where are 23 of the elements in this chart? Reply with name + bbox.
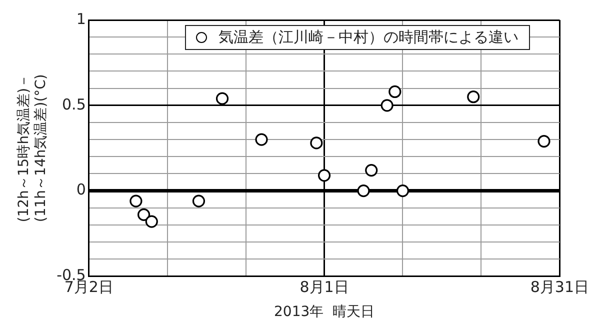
legend-label: 気温差（江川崎－中村）の時間帯による違い — [218, 28, 519, 47]
x-tick-label: 8月1日 — [300, 278, 349, 296]
point — [365, 164, 378, 177]
y-tick-label: 1 — [76, 10, 86, 28]
y-axis-title: (12h～15時h気温差)－ (11h～14h気温差)(°C) — [16, 74, 49, 222]
x-axis-title: 2013年 晴天日 — [274, 304, 375, 320]
point — [357, 184, 370, 198]
point — [137, 208, 150, 222]
point — [538, 134, 550, 148]
point — [380, 99, 394, 112]
point — [388, 85, 402, 98]
x-tick-label: 8月31日 — [530, 278, 590, 296]
y-tick-label: 0 — [76, 180, 86, 199]
point — [467, 90, 480, 104]
point — [145, 215, 158, 228]
point — [192, 194, 206, 208]
point — [216, 92, 229, 105]
point — [255, 133, 268, 146]
point — [318, 169, 331, 182]
point — [310, 136, 323, 150]
y-tick-label: 0.5 — [62, 95, 86, 114]
point — [396, 184, 410, 198]
point — [130, 194, 142, 208]
